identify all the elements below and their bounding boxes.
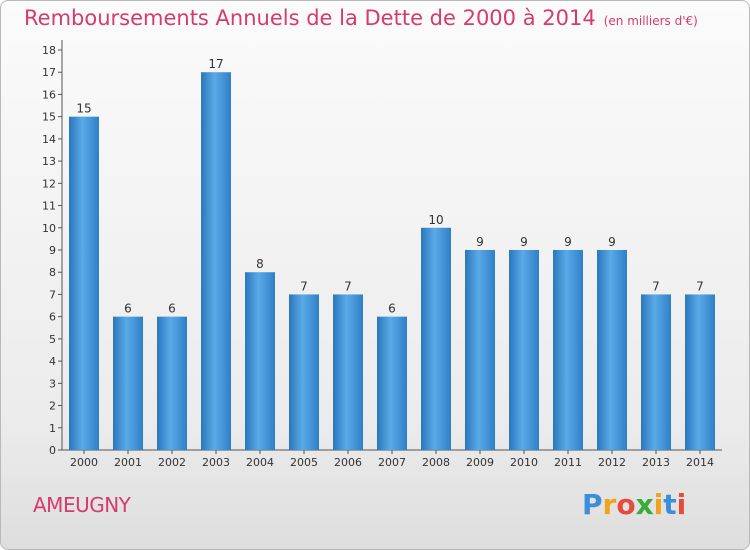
bar-value-label: 15 (76, 102, 91, 116)
bar-2005 (289, 294, 319, 450)
logo-letter: P (582, 488, 603, 521)
logo-letter: o (616, 488, 636, 521)
x-tick-label: 2007 (378, 456, 406, 469)
y-tick-label: 7 (49, 288, 56, 301)
bar-2014 (685, 294, 715, 450)
y-tick-label: 0 (49, 444, 56, 457)
chart-subtitle: (en milliers d'€) (603, 14, 698, 28)
bar-value-label: 9 (608, 235, 616, 249)
x-tick-label: 2013 (642, 456, 670, 469)
bar-value-label: 9 (520, 235, 528, 249)
x-tick-label: 2009 (466, 456, 494, 469)
y-tick-label: 13 (42, 155, 56, 168)
bar-value-label: 10 (428, 213, 443, 227)
y-tick-label: 3 (49, 377, 56, 390)
x-tick-label: 2012 (598, 456, 626, 469)
bar-value-label: 9 (564, 235, 572, 249)
bar-value-label: 7 (300, 279, 308, 293)
x-tick-label: 2010 (510, 456, 538, 469)
bar-value-label: 17 (208, 57, 223, 71)
logo-letter: i (653, 488, 664, 521)
y-tick-label: 18 (42, 44, 56, 57)
chart-title: Remboursements Annuels de la Dette de 20… (24, 6, 698, 30)
logo-letter: i (676, 488, 687, 521)
bar-2001 (113, 316, 143, 450)
logo-letter: t (663, 488, 677, 521)
y-tick-label: 12 (42, 177, 56, 190)
bar-2008 (421, 227, 451, 450)
y-tick-label: 2 (49, 400, 56, 413)
bar-value-label: 7 (652, 279, 660, 293)
x-tick-label: 2006 (334, 456, 362, 469)
x-tick-label: 2004 (246, 456, 274, 469)
y-tick-label: 15 (42, 111, 56, 124)
bar-value-label: 7 (696, 279, 704, 293)
y-tick-label: 5 (49, 333, 56, 346)
bar-value-label: 7 (344, 279, 352, 293)
bar-2000 (69, 116, 99, 451)
commune-name: AMEUGNY (33, 493, 131, 517)
proxiti-logo: Proxiti (582, 488, 686, 521)
x-tick-label: 2008 (422, 456, 450, 469)
bar-2009 (465, 250, 495, 450)
bar-value-label: 8 (256, 257, 264, 271)
y-tick-label: 1 (49, 422, 56, 435)
x-tick-label: 2011 (554, 456, 582, 469)
y-tick-label: 14 (42, 133, 56, 146)
bar-2011 (553, 250, 583, 450)
bar-2010 (509, 250, 539, 450)
bar-2002 (157, 316, 187, 450)
y-tick-label: 11 (42, 200, 56, 213)
x-tick-label: 2000 (70, 456, 98, 469)
bar-2004 (245, 272, 275, 450)
y-tick-label: 10 (42, 222, 56, 235)
bar-2007 (377, 316, 407, 450)
bar-value-label: 6 (168, 302, 176, 316)
y-tick-label: 17 (42, 66, 56, 79)
x-tick-label: 2002 (158, 456, 186, 469)
bar-2013 (641, 294, 671, 450)
y-tick-label: 16 (42, 88, 56, 101)
chart-title-text: Remboursements Annuels de la Dette de 20… (24, 6, 596, 30)
y-tick-label: 4 (49, 355, 56, 368)
logo-letter: r (602, 488, 617, 521)
x-tick-label: 2001 (114, 456, 142, 469)
y-tick-label: 9 (49, 244, 56, 257)
bar-2003 (201, 72, 231, 450)
bar-value-label: 6 (124, 302, 132, 316)
bar-2006 (333, 294, 363, 450)
y-tick-label: 6 (49, 311, 56, 324)
x-tick-label: 2005 (290, 456, 318, 469)
x-tick-label: 2014 (686, 456, 714, 469)
y-tick-label: 8 (49, 266, 56, 279)
x-tick-label: 2003 (202, 456, 230, 469)
logo-letter: x (635, 488, 654, 521)
bar-value-label: 9 (476, 235, 484, 249)
bar-2012 (597, 250, 627, 450)
bar-value-label: 6 (388, 302, 396, 316)
